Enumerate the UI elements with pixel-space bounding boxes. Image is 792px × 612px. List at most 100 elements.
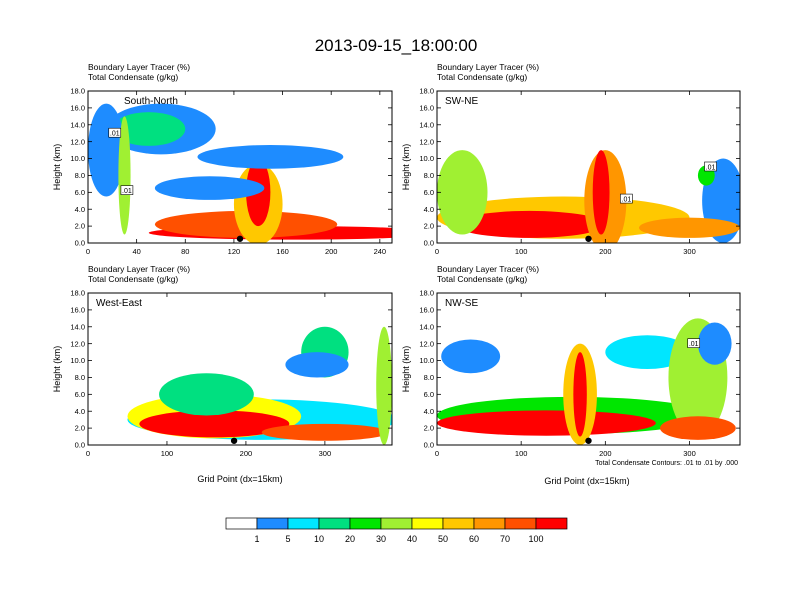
colorbar-label: 5 (285, 534, 290, 544)
panel-subtitle-tracer: Boundary Layer Tracer (%) (88, 62, 190, 72)
y-tick-label: 18.0 (419, 289, 434, 298)
panel-west-east: Boundary Layer Tracer (%)Total Condensat… (52, 264, 393, 458)
panel-direction-label: NW-SE (445, 298, 478, 309)
location-marker (230, 437, 238, 444)
x-tick-label: 160 (276, 247, 289, 256)
y-tick-label: 14.0 (70, 322, 85, 331)
colorbar-label: 50 (438, 534, 448, 544)
colorbar-label: 20 (345, 534, 355, 544)
x-tick-label: 100 (515, 247, 528, 256)
x-tick-label: 300 (319, 449, 332, 458)
y-tick-label: 2.0 (75, 424, 85, 433)
axes-frame (87, 292, 393, 446)
y-tick-label: 6.0 (424, 188, 434, 197)
y-tick-label: 10.0 (419, 154, 434, 163)
y-tick-label: 12.0 (419, 339, 434, 348)
y-tick-label: 4.0 (424, 407, 434, 416)
x-tick-label: 80 (181, 247, 189, 256)
panels: Boundary Layer Tracer (%)Total Condensat… (52, 62, 741, 458)
contour-note: Total Condensate Contours: .01 to .01 by… (595, 460, 738, 467)
y-tick-label: 4.0 (75, 205, 85, 214)
tracer-region (592, 150, 610, 235)
panel-nw-se: Boundary Layer Tracer (%)Total Condensat… (401, 264, 741, 458)
colorbar-label: 40 (407, 534, 417, 544)
y-tick-label: 8.0 (424, 171, 434, 180)
x-tick-label: 100 (515, 449, 528, 458)
axes-frame (87, 90, 393, 244)
tracer-region (376, 326, 392, 445)
colorbar-swatch (380, 517, 413, 530)
figure-title: 2013-09-15_18:00:00 (315, 36, 478, 55)
x-tick-label: 100 (161, 449, 174, 458)
y-tick-label: 0.0 (75, 441, 85, 450)
tracer-region (697, 322, 732, 365)
x-tick-label: 0 (86, 449, 90, 458)
panel-subtitle-condensate: Total Condensate (g/kg) (88, 274, 178, 284)
tracer-fill (88, 103, 392, 243)
panel-direction-label: SW-NE (445, 96, 478, 107)
y-tick-label: 16.0 (419, 103, 434, 112)
x-tick-label: 300 (683, 247, 696, 256)
tracer-region (261, 423, 389, 441)
y-tick-label: 16.0 (70, 305, 85, 314)
y-tick-label: 12.0 (70, 137, 85, 146)
x-tick-label: 0 (435, 247, 439, 256)
colorbar-label: 30 (376, 534, 386, 544)
tracer-fill (437, 318, 736, 445)
y-tick-label: 10.0 (419, 356, 434, 365)
y-tick-label: 2.0 (75, 222, 85, 231)
tracer-region (139, 410, 290, 438)
x-tick-label: 120 (228, 247, 241, 256)
location-marker (236, 235, 244, 242)
colorbar-label: 1 (254, 534, 259, 544)
panel-subtitle-condensate: Total Condensate (g/kg) (437, 274, 527, 284)
y-tick-label: 18.0 (70, 87, 85, 96)
tracer-region (197, 145, 344, 169)
colorbar-swatch (411, 517, 444, 530)
y-tick-label: 6.0 (424, 390, 434, 399)
y-axis-label: Height (km) (401, 144, 411, 191)
tracer-region (118, 116, 131, 235)
y-tick-label: 2.0 (424, 424, 434, 433)
contour-label: .01 (122, 188, 132, 195)
colorbar-swatch (349, 517, 382, 530)
y-axis-label: Height (km) (52, 346, 62, 393)
tracer-region (437, 150, 488, 235)
tracer-region (605, 335, 690, 369)
contour-label-box (108, 127, 122, 138)
y-tick-label: 0.0 (424, 441, 434, 450)
tracer-region (88, 103, 125, 197)
panel-subtitle-condensate: Total Condensate (g/kg) (88, 72, 178, 82)
x-tick-label: 300 (683, 449, 696, 458)
y-axis-label: Height (km) (52, 144, 62, 191)
colorbar-swatch (442, 517, 475, 530)
tracer-region (437, 410, 656, 436)
location-marker (585, 235, 592, 242)
y-tick-label: 14.0 (70, 120, 85, 129)
y-tick-label: 4.0 (424, 205, 434, 214)
tracer-region (285, 352, 349, 378)
tracer-fill (127, 326, 392, 445)
colorbar: 1 5 10 20 30 40 50 60 70 100 (225, 517, 568, 544)
colorbar-swatch (225, 517, 258, 530)
location-marker (585, 437, 592, 444)
y-tick-label: 14.0 (419, 322, 434, 331)
axes-frame (436, 90, 741, 244)
panel-south-north: Boundary Layer Tracer (%)Total Condensat… (52, 62, 393, 256)
colorbar-label: 100 (528, 534, 543, 544)
x-tick-label: 200 (599, 247, 612, 256)
tracer-region (453, 210, 606, 238)
panel-direction-label: West-East (96, 298, 142, 309)
x-tick-label: 0 (435, 449, 439, 458)
contour-label-box (687, 338, 701, 348)
panel-subtitle-tracer: Boundary Layer Tracer (%) (437, 62, 539, 72)
contour-label-box (704, 161, 717, 172)
y-axis-label: Height (km) (401, 346, 411, 393)
colorbar-swatch (473, 517, 506, 530)
contour-label: .01 (689, 341, 699, 348)
tracer-region (639, 217, 740, 238)
contour-label: .01 (622, 197, 632, 204)
y-tick-label: 0.0 (424, 239, 434, 248)
x-axis-label-bottom-left: Grid Point (dx=15km) (197, 474, 282, 484)
tracer-region (573, 352, 587, 437)
